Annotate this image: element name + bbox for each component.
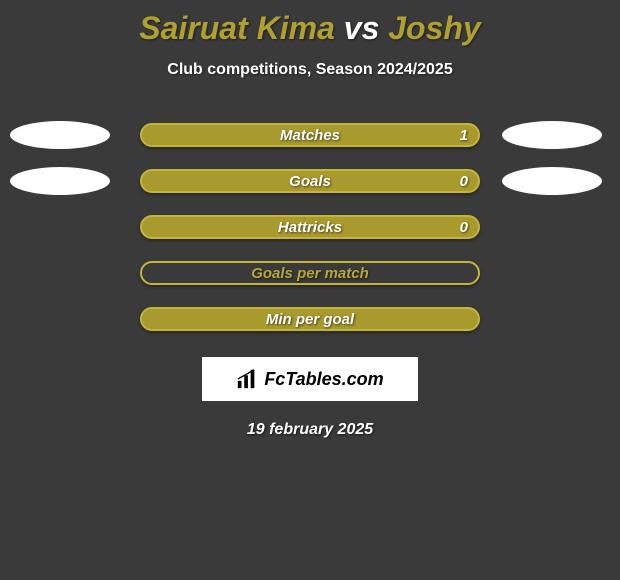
stat-label: Goals	[289, 173, 331, 190]
stat-row: Min per goal	[0, 307, 620, 331]
logo-box: FcTables.com	[202, 357, 418, 401]
right-ellipse	[502, 121, 602, 149]
bar-chart-icon	[236, 368, 258, 390]
stat-value: 0	[460, 219, 468, 236]
stat-bar: Goals 0	[140, 169, 480, 193]
subtitle: Club competitions, Season 2024/2025	[0, 61, 620, 79]
stat-label: Min per goal	[266, 311, 354, 328]
player1-name: Sairuat Kima	[139, 10, 335, 46]
stat-rows: Matches 1 Goals 0 Hattricks 0 Goals per match M…	[0, 123, 620, 331]
stat-row: Hattricks 0	[0, 215, 620, 239]
vs-text: vs	[344, 10, 380, 46]
stat-label: Hattricks	[278, 219, 342, 236]
stat-row: Goals 0	[0, 169, 620, 193]
date-text: 19 february 2025	[0, 421, 620, 439]
player2-name: Joshy	[388, 10, 480, 46]
right-ellipse	[502, 167, 602, 195]
left-ellipse	[10, 167, 110, 195]
stat-value: 0	[460, 173, 468, 190]
stat-row: Goals per match	[0, 261, 620, 285]
page-title: Sairuat Kima vs Joshy	[0, 0, 620, 47]
stat-label: Goals per match	[251, 265, 369, 282]
stat-row: Matches 1	[0, 123, 620, 147]
stat-bar: Min per goal	[140, 307, 480, 331]
stat-bar: Matches 1	[140, 123, 480, 147]
left-ellipse	[10, 121, 110, 149]
stat-label: Matches	[280, 127, 340, 144]
stat-value: 1	[460, 127, 468, 144]
stat-bar: Hattricks 0	[140, 215, 480, 239]
stat-bar: Goals per match	[140, 261, 480, 285]
logo-text: FcTables.com	[264, 369, 383, 390]
